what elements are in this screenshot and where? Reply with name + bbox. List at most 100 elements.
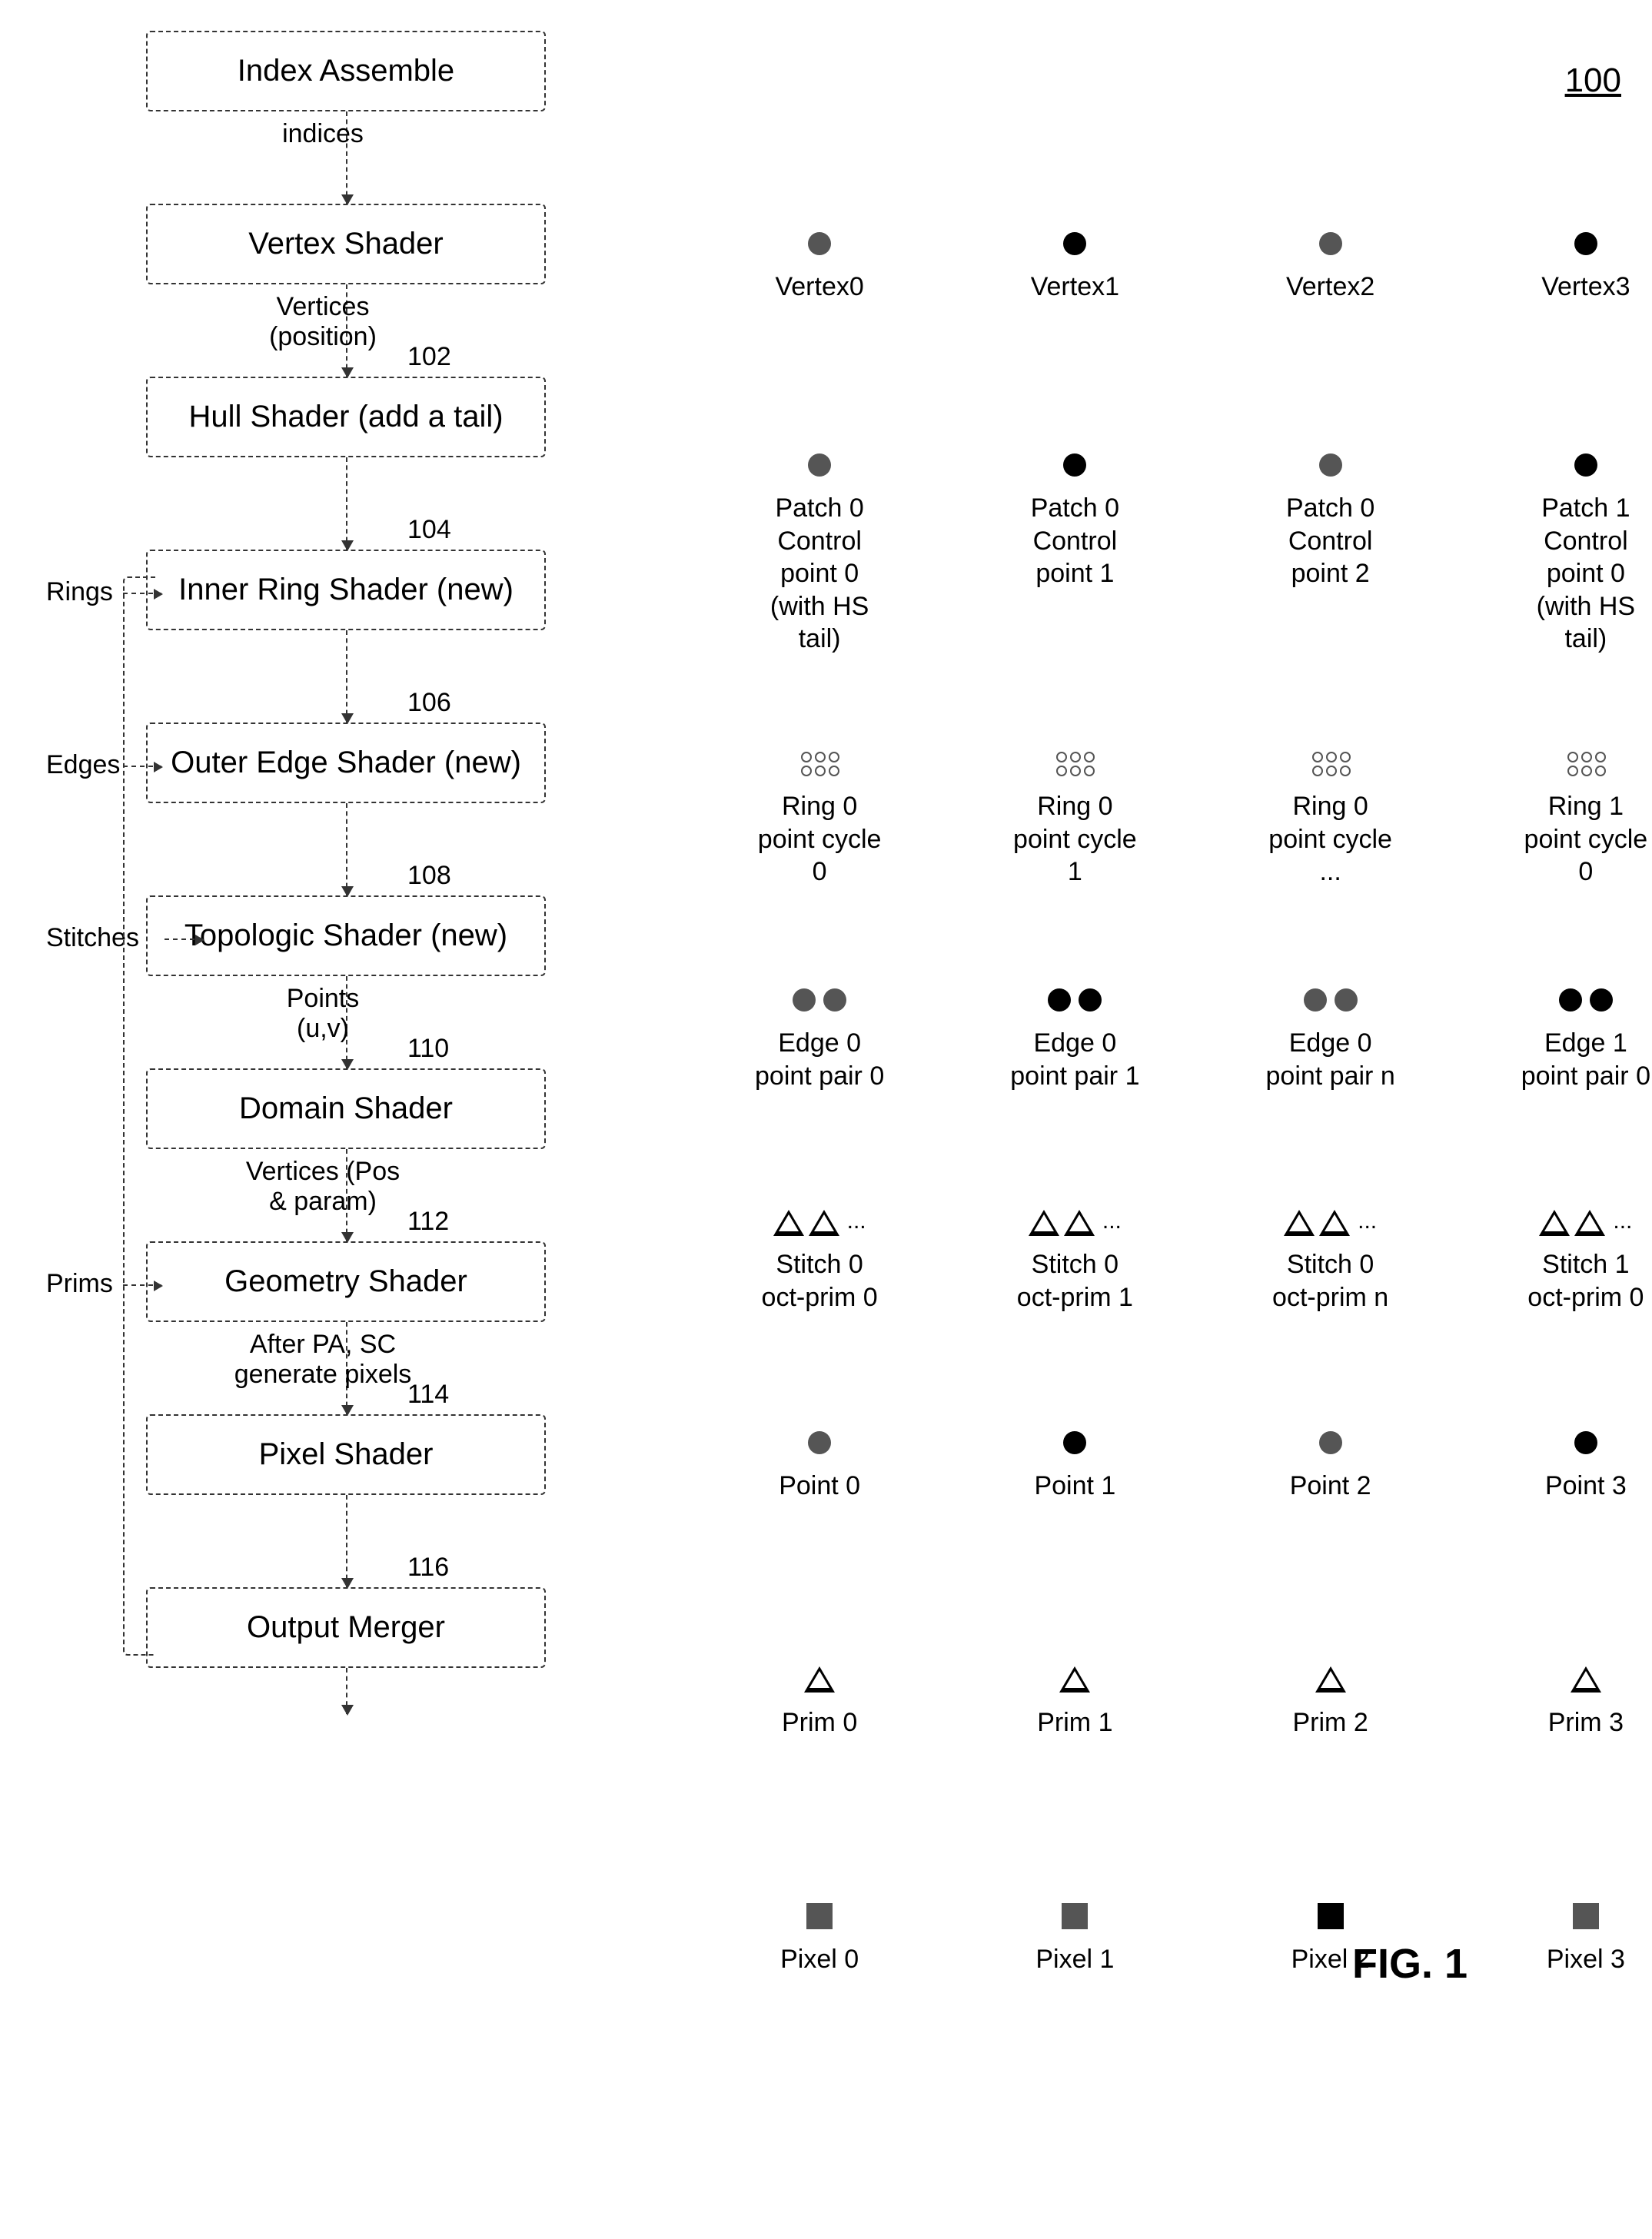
- data-cell-2-1: Ring 0 point cycle 1: [962, 742, 1187, 942]
- glyph-pair: [1559, 979, 1613, 1021]
- glyph-circle: [808, 223, 831, 264]
- data-label: Pixel 1: [1035, 1943, 1114, 1976]
- data-label: Ring 0 point cycle 1: [1013, 790, 1137, 889]
- data-cell-5-0: Point 0: [707, 1422, 932, 1622]
- pipeline-flow-column: Index AssembleindicesVertex ShaderVertic…: [46, 31, 646, 2080]
- data-label: Edge 0 point pair 1: [1010, 1027, 1139, 1092]
- data-cell-2-2: Ring 0 point cycle ...: [1218, 742, 1443, 942]
- stage-hull: Hull Shader (add a tail): [146, 377, 546, 457]
- side-input-geom: Prims: [46, 1269, 113, 1299]
- data-cell-7-0: Pixel 0: [707, 1895, 932, 2080]
- data-label: Patch 1 Control point 0 (with HS tail): [1537, 492, 1635, 656]
- stage-geom: Geometry Shader: [146, 1241, 546, 1322]
- figure-reference-number: 100: [1565, 61, 1621, 100]
- glyph-ring: [1312, 742, 1349, 784]
- edge-label-geom: After PA, SC generate pixels: [223, 1330, 423, 1390]
- glyph-sq: [806, 1895, 833, 1937]
- data-label: Patch 0 Control point 2: [1286, 492, 1374, 590]
- data-cell-0-2: Vertex2: [1218, 223, 1443, 407]
- stage-domain: Domain Shader: [146, 1068, 546, 1149]
- glyph-circle: [1574, 223, 1597, 264]
- glyph-tripair: ...: [1539, 1201, 1632, 1242]
- data-cell-7-1: Pixel 1: [962, 1895, 1187, 2080]
- data-label: Vertex3: [1541, 271, 1630, 304]
- arrow-pixel: 116: [46, 1495, 646, 1587]
- data-row-7: Pixel 0 Pixel 1 Pixel 2 Pixel 3: [707, 1895, 1652, 2080]
- data-row-6: Prim 0 Prim 1 Prim 2 Prim 3: [707, 1659, 1652, 1859]
- glyph-tri: [1315, 1659, 1346, 1700]
- glyph-circle: [1574, 444, 1597, 486]
- data-label: Stitch 1 oct-prim 0: [1527, 1248, 1644, 1314]
- data-label: Vertex1: [1031, 271, 1119, 304]
- data-cell-3-3: Edge 1 point pair 0: [1474, 979, 1652, 1164]
- glyph-circle: [1063, 444, 1086, 486]
- data-row-1: Patch 0 Control point 0 (with HS tail) Pa…: [707, 444, 1652, 706]
- glyph-circle: [1063, 223, 1086, 264]
- data-cell-1-3: Patch 1 Control point 0 (with HS tail): [1474, 444, 1652, 706]
- data-cell-3-2: Edge 0 point pair n: [1218, 979, 1443, 1164]
- data-cell-6-0: Prim 0: [707, 1659, 932, 1859]
- glyph-tri: [1571, 1659, 1601, 1700]
- data-example-column: Vertex0 Vertex1 Vertex2 Vertex3 Patch 0 Cont…: [707, 31, 1652, 2080]
- stage-inner: Inner Ring Shader (new): [146, 550, 546, 630]
- data-cell-6-3: Prim 3: [1474, 1659, 1652, 1859]
- data-cell-5-3: Point 3: [1474, 1422, 1652, 1622]
- data-row-3: Edge 0 point pair 0Edge 0 point pair 1Ed…: [707, 979, 1652, 1164]
- main-layout: Index AssembleindicesVertex ShaderVertic…: [46, 31, 1652, 2080]
- data-cell-5-1: Point 1: [962, 1422, 1187, 1622]
- glyph-tripair: ...: [773, 1201, 866, 1242]
- glyph-tri: [804, 1659, 835, 1700]
- data-cell-6-1: Prim 1: [962, 1659, 1187, 1859]
- data-row-2: Ring 0 point cycle 0Ring 0 point cycle 1…: [707, 742, 1652, 942]
- side-arrow-inner: [123, 593, 161, 594]
- ref-108: 108: [407, 861, 451, 891]
- data-label: Pixel 0: [780, 1943, 859, 1976]
- glyph-circle: [1319, 444, 1342, 486]
- arrow-domain: Vertices (Pos & param)112: [46, 1149, 646, 1241]
- data-cell-2-3: Ring 1 point cycle 0: [1474, 742, 1652, 942]
- data-cell-4-2: ...Stitch 0 oct-prim n: [1218, 1201, 1443, 1385]
- arrow-inner: 106: [46, 630, 646, 723]
- data-cell-1-0: Patch 0 Control point 0 (with HS tail): [707, 444, 932, 706]
- edge-label-index: indices: [223, 119, 423, 149]
- data-cell-7-2: Pixel 2: [1218, 1895, 1443, 2080]
- arrow-index: indices: [46, 111, 646, 204]
- glyph-ring: [1567, 742, 1604, 784]
- ref-106: 106: [407, 688, 451, 718]
- glyph-circle: [1319, 223, 1342, 264]
- data-row-5: Point 0Point 1Point 2Point 3: [707, 1422, 1652, 1622]
- glyph-sq: [1318, 1895, 1344, 1937]
- data-cell-0-3: Vertex3: [1474, 223, 1652, 407]
- ref-110: 110: [407, 1034, 449, 1064]
- data-label: Point 0: [779, 1470, 860, 1503]
- data-label: Vertex2: [1286, 271, 1374, 304]
- data-label: Pixel 3: [1547, 1943, 1625, 1976]
- stage-outer: Outer Edge Shader (new): [146, 723, 546, 803]
- data-label: Vertex0: [775, 271, 863, 304]
- ref-116: 116: [407, 1553, 449, 1583]
- data-label: Stitch 0 oct-prim 1: [1017, 1248, 1133, 1314]
- glyph-circle: [1319, 1422, 1342, 1463]
- side-input-outer: Edges: [46, 750, 120, 780]
- arrow-topo: Points (u,v)110: [46, 976, 646, 1068]
- stage-merger: Output Merger: [146, 1587, 546, 1668]
- data-label: Prim 1: [1037, 1706, 1112, 1739]
- glyph-circle: [1574, 1422, 1597, 1463]
- ref-114: 114: [407, 1380, 449, 1410]
- glyph-circle: [808, 444, 831, 486]
- data-label: Edge 0 point pair n: [1266, 1027, 1395, 1092]
- stage-pixel: Pixel Shader: [146, 1414, 546, 1495]
- data-label: Point 3: [1545, 1470, 1627, 1503]
- data-cell-0-1: Vertex1: [962, 223, 1187, 407]
- stage-index: Index Assemble: [146, 31, 546, 111]
- data-label: Prim 2: [1293, 1706, 1368, 1739]
- glyph-circle: [808, 1422, 831, 1463]
- data-cell-1-2: Patch 0 Control point 2: [1218, 444, 1443, 706]
- stage-vertex: Vertex Shader: [146, 204, 546, 284]
- glyph-sq: [1062, 1895, 1088, 1937]
- glyph-pair: [793, 979, 846, 1021]
- ref-102: 102: [407, 342, 451, 372]
- side-input-topo: Stitches: [46, 923, 139, 953]
- data-label: Patch 0 Control point 1: [1031, 492, 1119, 590]
- arrow-vertex: Vertices (position)102: [46, 284, 646, 377]
